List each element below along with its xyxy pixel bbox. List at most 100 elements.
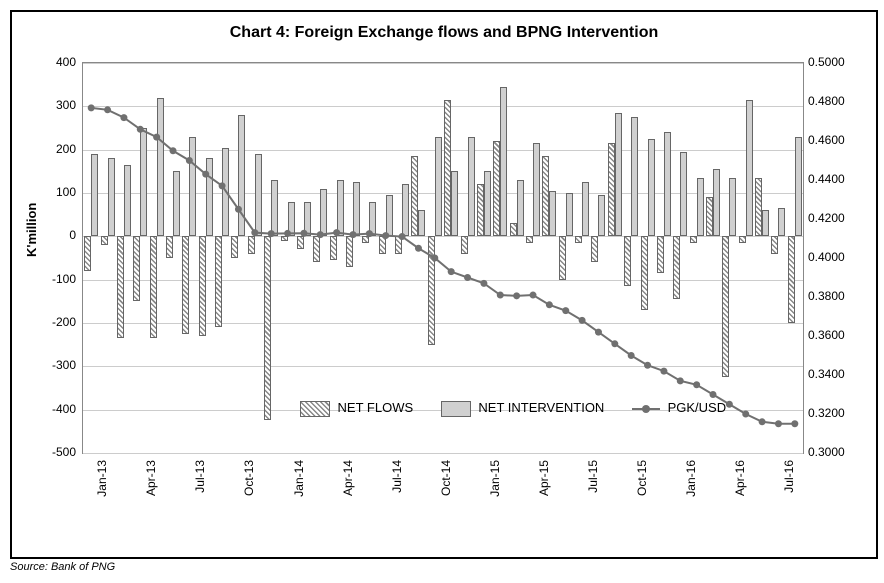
bar-net-intervention [680,152,687,237]
bar-net-flows [395,236,402,253]
legend-label: NET FLOWS [338,400,414,415]
bar-net-intervention [598,195,605,236]
plot-area: NET FLOWS NET INTERVENTION PGK/USD [82,62,804,454]
bar-net-intervention [108,158,115,236]
legend-item-net-flows: NET FLOWS [300,400,413,417]
bar-net-flows [542,156,549,236]
y-right-tick: 0.5000 [808,55,845,69]
bar-net-flows [133,236,140,301]
bar-net-flows [182,236,189,334]
x-tick: Apr-15 [537,460,551,496]
y-right-tick: 0.3600 [808,328,845,342]
marker-pgk-usd [497,292,504,299]
bar-net-flows [248,236,255,253]
bar-net-flows [297,236,304,249]
bar-net-intervention [91,154,98,236]
bar-net-intervention [762,210,769,236]
bar-net-intervention [206,158,213,236]
bar-net-intervention [435,137,442,237]
bar-net-flows [281,236,288,240]
x-tick: Jul-16 [782,460,796,493]
line-series-svg [83,63,803,453]
y-right-tick: 0.4000 [808,250,845,264]
bar-net-intervention [157,98,164,237]
bar-net-flows [526,236,533,243]
gridline [83,106,803,107]
bar-net-flows [444,100,451,237]
bar-net-flows [673,236,680,299]
y-right-tick: 0.3000 [808,445,845,459]
bar-net-intervention [451,171,458,236]
bar-net-intervention [517,180,524,236]
bar-net-flows [591,236,598,262]
bar-net-flows [84,236,91,271]
bar-net-intervention [582,182,589,236]
bar-net-intervention [664,132,671,236]
y-left-tick: -300 [52,358,76,372]
bar-net-flows [739,236,746,243]
bar-net-intervention [369,202,376,237]
marker-pgk-usd [660,368,667,375]
bar-net-intervention [697,178,704,237]
bar-net-flows [706,197,713,236]
bar-net-flows [690,236,697,243]
bar-net-intervention [418,210,425,236]
gridline [83,63,803,64]
y-right-tick: 0.4800 [808,94,845,108]
marker-pgk-usd [775,420,782,427]
bar-net-intervention [549,191,556,237]
line-pgk-usd [91,108,795,424]
bar-net-intervention [795,137,802,237]
bar-net-flows [215,236,222,327]
bar-net-flows [117,236,124,338]
bar-net-intervention [615,113,622,237]
bar-net-flows [771,236,778,253]
bar-net-intervention [271,180,278,236]
chart-container: Chart 4: Foreign Exchange flows and BPNG… [10,10,878,559]
bar-net-flows [199,236,206,336]
bar-net-intervention [648,139,655,237]
bar-net-intervention [386,195,393,236]
bar-net-intervention [631,117,638,236]
x-tick: Jul-13 [193,460,207,493]
bar-net-flows [428,236,435,344]
x-tick: Jul-14 [390,460,404,493]
legend-swatch-hatched [300,401,330,417]
bar-net-flows [493,141,500,236]
marker-pgk-usd [759,418,766,425]
y-right-tick: 0.4200 [808,211,845,225]
bar-net-intervention [484,171,491,236]
x-tick: Apr-13 [144,460,158,496]
bar-net-intervention [729,178,736,237]
bar-net-flows [362,236,369,243]
bar-net-intervention [320,189,327,237]
marker-pgk-usd [448,268,455,275]
x-tick: Oct-13 [242,460,256,496]
y-left-tick: -100 [52,272,76,286]
gridline [83,280,803,281]
bar-net-intervention [468,137,475,237]
bar-net-intervention [255,154,262,236]
x-tick: Oct-14 [439,460,453,496]
bar-net-flows [575,236,582,243]
marker-pgk-usd [562,307,569,314]
bar-net-flows [411,156,418,236]
bar-net-intervention [778,208,785,236]
legend-label: NET INTERVENTION [478,400,604,415]
x-axis: Jan-13Apr-13Jul-13Oct-13Jan-14Apr-14Jul-… [82,456,802,546]
y-left-tick: -200 [52,315,76,329]
bar-net-flows [313,236,320,262]
marker-pgk-usd [595,329,602,336]
bar-net-flows [231,236,238,258]
y-right-tick: 0.4600 [808,133,845,147]
legend-item-pgk-usd: PGK/USD [632,400,726,416]
bar-net-intervention [173,171,180,236]
x-tick: Apr-16 [733,460,747,496]
bar-net-flows [510,223,517,236]
y-left-tick: 0 [69,228,76,242]
marker-pgk-usd [677,377,684,384]
bar-net-flows [755,178,762,237]
x-tick: Oct-15 [635,460,649,496]
gridline [83,323,803,324]
y-axis-right: 0.30000.32000.34000.36000.38000.40000.42… [804,62,864,452]
